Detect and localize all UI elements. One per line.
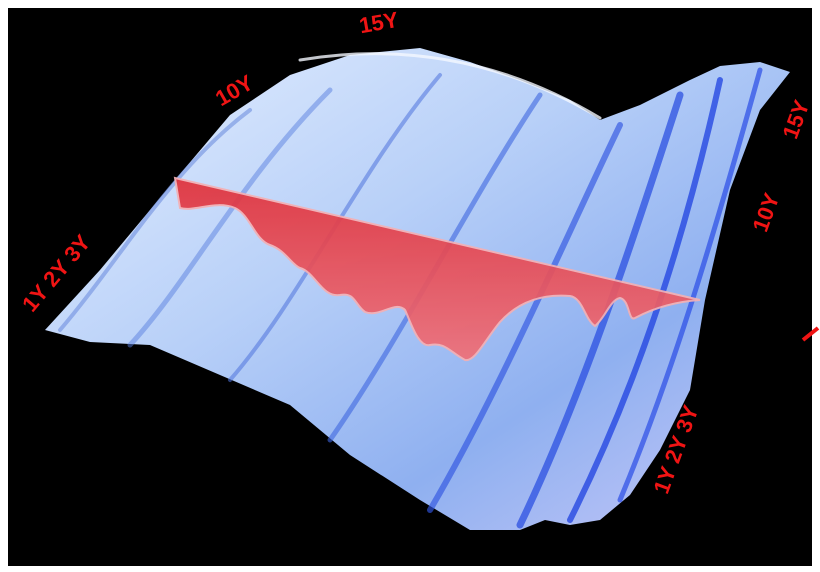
surface-view: 15Y 10Y 1Y 2Y 3Y 15Y 10Y 1Y 2Y 3Y: [0, 0, 820, 572]
